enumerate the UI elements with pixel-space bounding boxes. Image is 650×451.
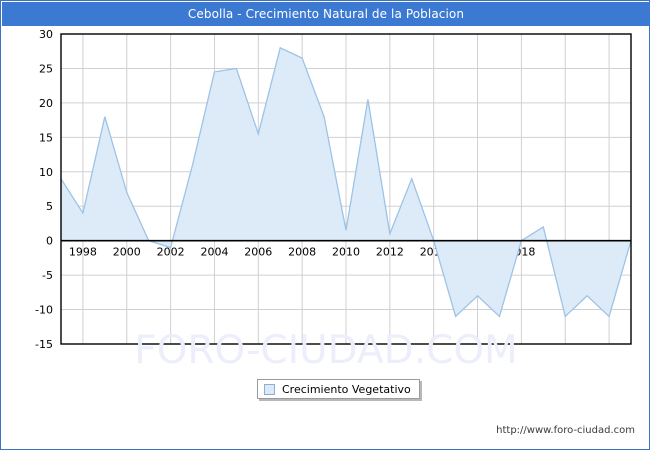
svg-text:2012: 2012 — [376, 246, 404, 259]
svg-text:2000: 2000 — [113, 246, 141, 259]
chart-legend[interactable]: Crecimiento Vegetativo — [257, 379, 420, 399]
source-url: http://www.foro-ciudad.com — [496, 425, 635, 436]
series-line-crecimiento-vegetativo — [60, 46, 632, 318]
svg-text:2002: 2002 — [157, 246, 185, 259]
svg-text:2006: 2006 — [244, 246, 272, 259]
svg-text:15: 15 — [39, 131, 53, 144]
svg-text:20: 20 — [39, 97, 53, 110]
page-title: Cebolla - Crecimiento Natural de la Pobl… — [187, 7, 465, 21]
legend-item-label: Crecimiento Vegetativo — [282, 382, 411, 396]
svg-text:25: 25 — [39, 62, 53, 75]
svg-text:0: 0 — [46, 235, 53, 248]
svg-text:-10: -10 — [35, 304, 53, 317]
window-title-bar: Cebolla - Crecimiento Natural de la Pobl… — [2, 2, 650, 26]
plot-frame — [60, 33, 632, 345]
y-axis-tick-labels: -15 -10 -5 0 5 10 15 20 25 30 — [35, 28, 53, 351]
svg-text:2004: 2004 — [200, 246, 228, 259]
svg-text:2008: 2008 — [288, 246, 316, 259]
legend-swatch-icon — [264, 383, 275, 395]
svg-text:10: 10 — [39, 166, 53, 179]
svg-text:-15: -15 — [35, 338, 53, 351]
series-area-crecimiento-vegetativo — [61, 47, 631, 317]
svg-text:1998: 1998 — [69, 246, 97, 259]
svg-text:2010: 2010 — [332, 246, 360, 259]
svg-text:5: 5 — [46, 200, 53, 213]
svg-text:30: 30 — [39, 28, 53, 41]
svg-text:-5: -5 — [42, 269, 53, 282]
